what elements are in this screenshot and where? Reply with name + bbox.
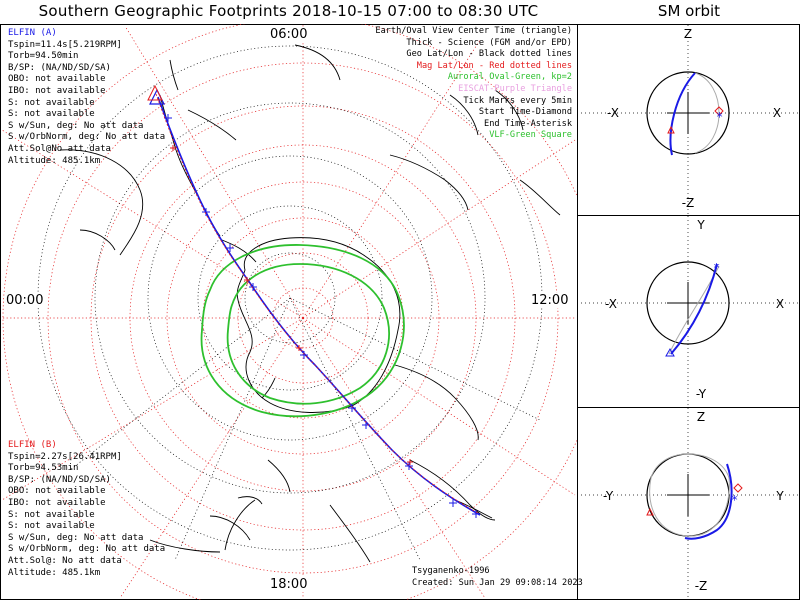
- svg-text:*: *: [716, 110, 723, 124]
- elfin-b-track: [147, 84, 479, 514]
- legend-item: VLF-Green Square: [489, 130, 572, 141]
- elfin-b-line: S: not available: [8, 521, 95, 532]
- sm-axis-label: Z: [684, 27, 692, 41]
- elfin-b-line: S w/OrbNorm, deg: No att data: [8, 544, 166, 555]
- svg-text:*: *: [731, 493, 738, 507]
- page-title: Southern Geographic Footprints 2018-10-1…: [38, 2, 539, 20]
- elfin-b-line: Tspin=2.27s[26.41RPM]: [8, 451, 122, 462]
- clock-label-bottom: 18:00: [270, 577, 308, 592]
- elfin-b-info: ELFIN (B) Tspin=2.27s[26.41RPM] Torb=94.…: [8, 440, 165, 579]
- sm-panel-xy: * Y -Y -X X: [577, 216, 799, 406]
- sm-panel-yz: * Z -Z -Y Y: [577, 408, 799, 598]
- elfin-a-line: B/SP: (NA/ND/SD/SA): [8, 62, 111, 73]
- elfin-b-line: OBO: not available: [8, 486, 106, 497]
- elfin-a-line: S w/Sun, deg: No att data: [8, 120, 144, 131]
- elfin-b-line: S: not available: [8, 509, 95, 520]
- clock-label-top: 06:00: [270, 27, 308, 42]
- elfin-a-line: Tspin=11.4s[5.219RPM]: [8, 39, 122, 50]
- elfin-a-line: IBO: not available: [8, 85, 106, 96]
- elfin-a-name: ELFIN (A): [8, 28, 57, 38]
- elfin-b-line: S w/Sun, deg: No att data: [8, 532, 144, 543]
- svg-text:*: *: [713, 261, 720, 275]
- legend-item: Thick - Science (FGM and/or EPD): [406, 37, 572, 48]
- elfin-b-line: Att.Sol@: No att data: [8, 555, 122, 566]
- legend-item: Earth/Oval View Center Time (triangle): [375, 26, 572, 36]
- sm-axis-label: -Z: [682, 196, 695, 210]
- sm-axis-label: -Z: [695, 579, 708, 593]
- sm-axis-label: X: [773, 106, 781, 120]
- elfin-b-line: IBO: not available: [8, 497, 106, 508]
- elfin-a-line: Torb=94.50min: [8, 51, 79, 62]
- sm-axis-label: -X: [605, 297, 617, 311]
- legend-item: Auroral Oval-Green, kp=2: [447, 72, 572, 83]
- legend-item: Start Time-Diamond: [478, 107, 572, 118]
- legend-item: End Time-Asterisk: [484, 118, 572, 129]
- elfin-a-info: ELFIN (A) Tspin=11.4s[5.219RPM] Torb=94.…: [8, 28, 165, 167]
- coastlines: [59, 44, 561, 563]
- credits: Tsyganenko-1996 Created: Sun Jan 29 09:0…: [412, 565, 583, 589]
- credits-model: Tsyganenko-1996: [412, 566, 490, 576]
- elfin-b-line: Torb=94.53min: [8, 463, 79, 474]
- elfin-a-line: S: not available: [8, 97, 95, 108]
- elfin-a-line: S: not available: [8, 109, 95, 120]
- elfin-a-track: [149, 88, 481, 518]
- elfin-a-line: S w/OrbNorm, deg: No att data: [8, 132, 166, 143]
- mag-grid: [1, 24, 577, 600]
- elfin-b-line: B/SP: (NA/ND/SD/SA): [8, 474, 111, 485]
- sm-panel-xz: * Z -Z -X X: [577, 25, 799, 215]
- elfin-b-name: ELFIN (B): [8, 440, 57, 450]
- sm-axis-label: -Y: [603, 489, 614, 503]
- sm-axis-label: -Y: [696, 387, 707, 401]
- clock-label-right: 12:00: [531, 293, 569, 308]
- clock-label-left: 00:00: [6, 293, 44, 308]
- legend-item: Geo Lat/Lon - Black dotted lines: [406, 49, 572, 60]
- elfin-a-line: Att.Sol@No att data: [8, 143, 111, 154]
- elfin-b-line: Altitude: 485.1km: [8, 567, 101, 578]
- sm-axis-label: X: [776, 297, 784, 311]
- map-legend: Earth/Oval View Center Time (triangle) Th…: [375, 26, 572, 142]
- auroral-oval: [200, 244, 405, 418]
- elfin-a-line: OBO: not available: [8, 74, 106, 85]
- credits-created: Created: Sun Jan 29 09:08:14 2023: [412, 578, 583, 588]
- elfin-a-line: Altitude: 485.1km: [8, 155, 101, 166]
- sm-orbit-title: SM orbit: [657, 2, 721, 20]
- sm-axis-label: -X: [607, 106, 619, 120]
- sm-axis-label: Y: [696, 218, 705, 232]
- legend-item: Tick Marks every 5min: [463, 95, 572, 106]
- legend-item: EISCAT-Purple Triangle: [458, 83, 572, 94]
- legend-item: Mag Lat/Lon - Red dotted lines: [416, 60, 572, 71]
- sm-axis-label: Y: [775, 489, 784, 503]
- sm-axis-label: Z: [697, 410, 705, 424]
